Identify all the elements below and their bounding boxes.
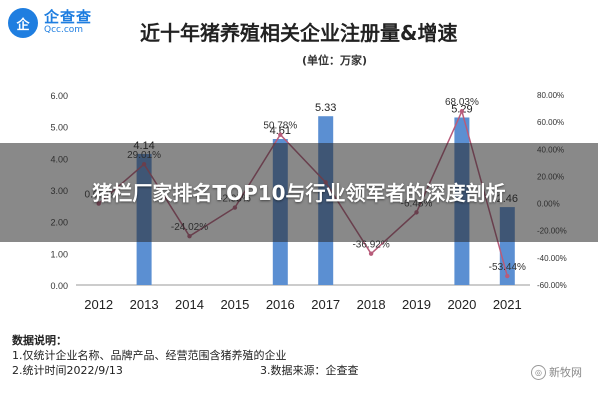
data-notes: 数据说明： 1.仅统计企业名称、品牌产品、经营范围含猪养殖的企业 2.统计时间2… xyxy=(12,333,359,378)
growth-label: -53.44% xyxy=(489,262,526,273)
y2-tick-label: 80.00% xyxy=(537,91,564,100)
notes-heading: 数据说明： xyxy=(12,334,67,347)
y-tick-label: 1.00 xyxy=(50,249,68,259)
watermark-icon: ◎ xyxy=(531,364,546,380)
y-tick-label: 6.00 xyxy=(50,91,68,101)
qcc-logo-icon: 企 xyxy=(8,8,38,38)
x-tick-label: 2016 xyxy=(266,297,295,312)
watermark: ◎ 新牧网 xyxy=(531,364,582,380)
qcc-logo: 企 企查查 Qcc.com xyxy=(8,8,92,38)
watermark-text: 新牧网 xyxy=(549,366,582,379)
overlay-banner: 猪栏厂家排名TOP10与行业领军者的深度剖析 xyxy=(0,143,598,242)
x-tick-label: 2021 xyxy=(493,297,522,312)
growth-label: 68.03% xyxy=(445,97,479,108)
y2-tick-label: -60.00% xyxy=(537,281,567,290)
y-tick-label: 5.00 xyxy=(50,123,68,133)
y-tick-label: 0.00 xyxy=(50,281,68,291)
logo-name: 企查查 xyxy=(44,8,93,27)
growth-label: 50.78% xyxy=(263,121,297,132)
chart-subtitle: (单位：万家) xyxy=(302,54,368,67)
note-line-3: 3.数据来源：企查查 xyxy=(260,364,359,377)
logo-domain: Qcc.com xyxy=(44,25,84,36)
bar-value-label: 5.33 xyxy=(315,102,336,114)
x-tick-label: 2019 xyxy=(402,297,431,312)
note-line-1: 1.仅统计企业名称、品牌产品、经营范围含猪养殖的企业 xyxy=(12,349,287,362)
y2-tick-label: 60.00% xyxy=(537,118,564,127)
growth-point-2020 xyxy=(459,109,465,114)
growth-label: -36.92% xyxy=(352,240,389,251)
x-tick-label: 2017 xyxy=(311,297,340,312)
growth-point-2021 xyxy=(505,273,510,279)
overlay-title: 猪栏厂家排名TOP10与行业领军者的深度剖析 xyxy=(92,180,506,205)
bar-value-label: 4.61 xyxy=(270,125,291,137)
chart-title: 近十年猪养殖相关企业注册量&增速 xyxy=(140,21,458,45)
x-tick-label: 2012 xyxy=(84,297,113,312)
x-tick-label: 2014 xyxy=(175,297,204,312)
x-tick-label: 2015 xyxy=(220,297,249,312)
growth-point-2016 xyxy=(278,132,283,137)
note-line-2: 2.统计时间2022/9/13 xyxy=(12,364,123,377)
x-tick-label: 2020 xyxy=(447,297,476,312)
growth-point-2018 xyxy=(368,251,374,256)
x-tick-label: 2013 xyxy=(130,297,159,312)
x-tick-label: 2018 xyxy=(357,297,386,312)
y2-tick-label: -40.00% xyxy=(537,254,567,263)
